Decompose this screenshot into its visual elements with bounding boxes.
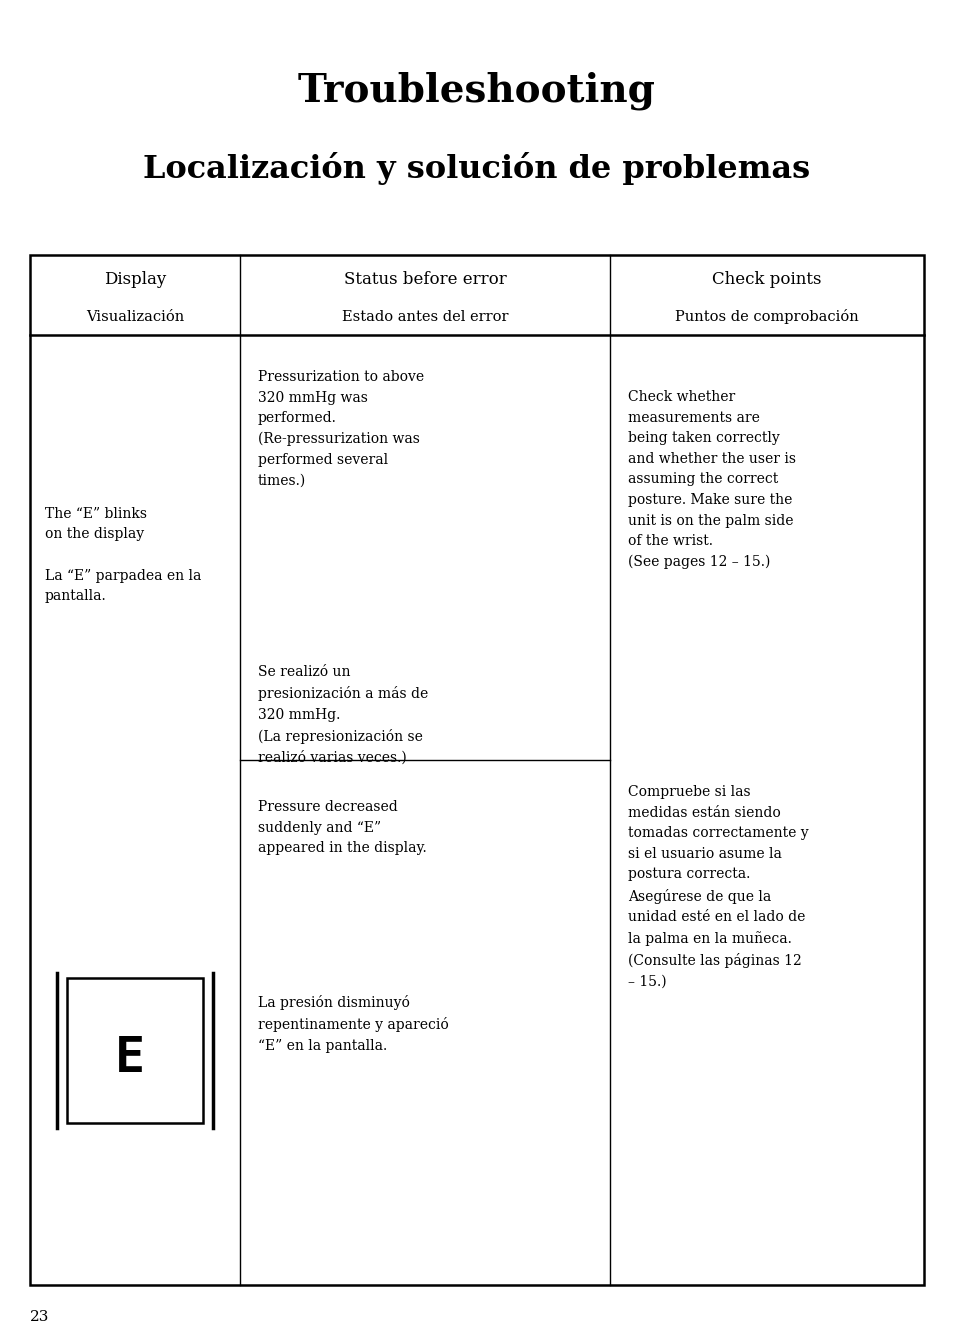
Text: Check whether
measurements are
being taken correctly
and whether the user is
ass: Check whether measurements are being tak…	[627, 391, 795, 569]
Text: Se realizó un
presionización a más de
320 mmHg.
(La represionización se
realizó : Se realizó un presionización a más de 32…	[257, 665, 428, 765]
Text: Check points: Check points	[712, 272, 821, 288]
Text: Visualización: Visualización	[86, 311, 184, 324]
Text: Display: Display	[104, 272, 166, 288]
Text: Estado antes del error: Estado antes del error	[341, 311, 508, 324]
Text: Puntos de comprobación: Puntos de comprobación	[675, 309, 858, 324]
Bar	[68, 977, 202, 1122]
Text: Troubleshooting: Troubleshooting	[297, 72, 656, 111]
Text: La presión disminuyó
repentinamente y apareció
“E” en la pantalla.: La presión disminuyó repentinamente y ap…	[257, 994, 448, 1053]
Text: The “E” blinks
on the display

La “E” parpadea en la
pantalla.: The “E” blinks on the display La “E” par…	[45, 507, 201, 604]
Text: 23: 23	[30, 1310, 50, 1324]
Text: E: E	[114, 1034, 145, 1082]
Text: Compruebe si las
medidas están siendo
tomadas correctamente y
si el usuario asum: Compruebe si las medidas están siendo to…	[627, 785, 808, 989]
Text: Pressurization to above
320 mmHg was
performed.
(Re-pressurization was
performed: Pressurization to above 320 mmHg was per…	[257, 371, 424, 488]
Text: Localización y solución de problemas: Localización y solución de problemas	[143, 152, 810, 185]
Bar	[30, 255, 923, 1285]
Text: Pressure decreased
suddenly and “E”
appeared in the display.: Pressure decreased suddenly and “E” appe…	[257, 800, 426, 856]
Text: Status before error: Status before error	[343, 272, 506, 288]
